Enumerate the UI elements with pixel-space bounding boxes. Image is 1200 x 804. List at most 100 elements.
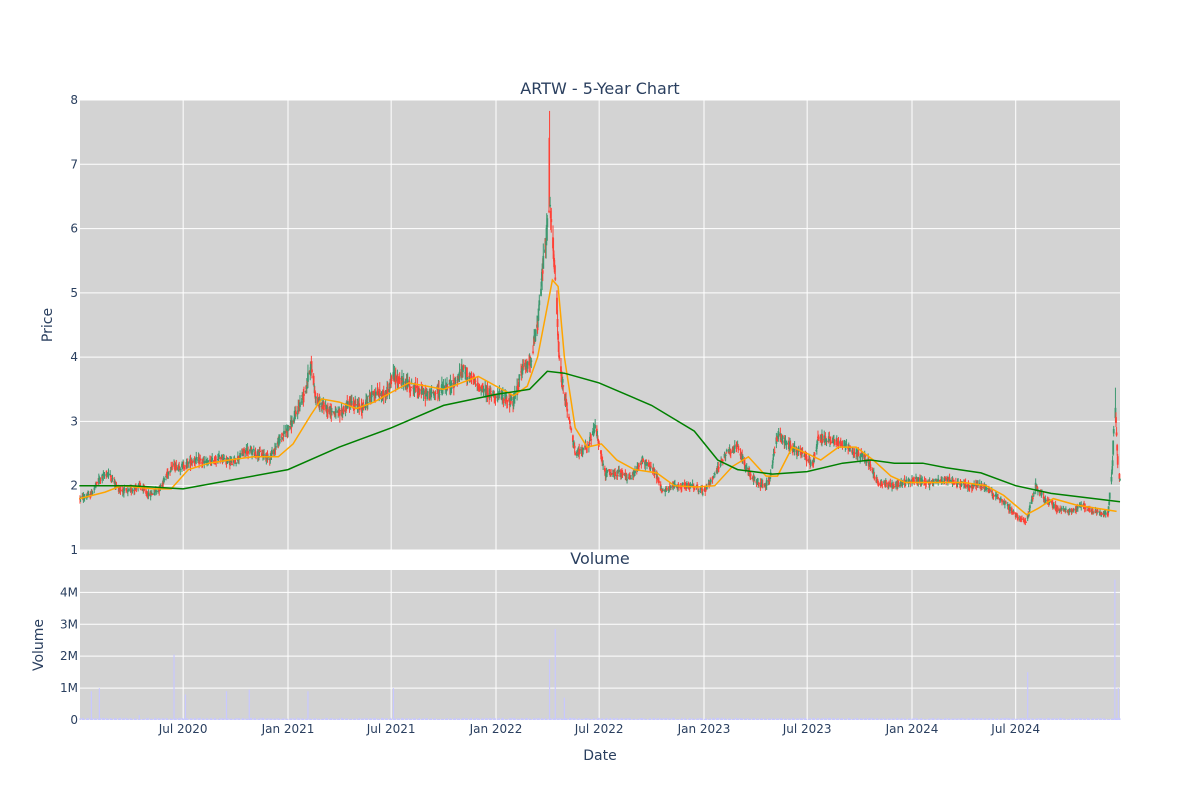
candle-body: [572, 435, 574, 442]
candle-body: [504, 398, 507, 402]
volume-bar: [1068, 718, 1070, 720]
volume-bar: [497, 718, 499, 720]
candle-body: [825, 440, 828, 442]
volume-bar: [917, 719, 919, 720]
volume-bar: [722, 718, 724, 720]
volume-bar: [1104, 719, 1106, 720]
candle-body: [912, 480, 915, 483]
candle-body: [844, 444, 847, 446]
candle-body: [845, 444, 848, 446]
volume-bar: [827, 717, 829, 720]
volume-bar: [227, 718, 229, 720]
volume-bar: [113, 718, 115, 720]
candle-body: [83, 497, 86, 499]
candle-body: [94, 486, 97, 488]
volume-bar: [411, 718, 413, 720]
volume-bar: [349, 719, 351, 720]
candle-body: [1011, 512, 1014, 514]
volume-bar: [628, 718, 630, 720]
volume-bar: [773, 718, 775, 720]
volume-bar: [424, 718, 426, 720]
volume-bar: [372, 718, 374, 720]
candle-body: [1112, 440, 1115, 455]
volume-bar: [987, 718, 989, 720]
volume-bar: [82, 718, 84, 720]
volume-bar: [163, 718, 165, 720]
volume-bar: [525, 718, 527, 720]
volume-bar: [943, 718, 945, 720]
candle-body: [235, 462, 238, 464]
candle-body: [167, 472, 170, 475]
candle-body: [780, 439, 783, 442]
volume-bar: [147, 717, 149, 720]
volume-bar: [804, 717, 806, 720]
candle-body: [673, 482, 676, 486]
candle-body: [294, 413, 297, 416]
volume-bar: [861, 718, 863, 720]
volume-bar: [897, 719, 899, 720]
volume-bar: [681, 717, 683, 720]
volume-bar: [395, 718, 397, 720]
candle-body: [178, 467, 181, 470]
candle-body: [674, 484, 676, 486]
volume-bar: [533, 719, 535, 720]
volume-bar: [122, 719, 124, 720]
candle-body: [1104, 512, 1107, 515]
volume-bar: [554, 629, 556, 720]
volume-chart-title: Volume: [570, 549, 630, 568]
volume-bar: [867, 718, 869, 720]
volume-bar: [423, 718, 425, 720]
volume-bar: [1048, 718, 1050, 720]
volume-bar: [397, 718, 399, 720]
candle-body: [825, 438, 827, 442]
candle-body: [723, 453, 726, 458]
volume-bar: [135, 718, 137, 720]
volume-bar: [1031, 719, 1033, 720]
candle-body: [239, 453, 242, 459]
volume-bar: [376, 718, 378, 720]
candle-body: [881, 483, 884, 486]
candle-body: [636, 466, 639, 469]
candle-body: [95, 482, 97, 486]
volume-bar: [325, 717, 327, 720]
volume-bar: [1080, 718, 1082, 720]
candle-body: [917, 477, 920, 483]
volume-bar: [608, 718, 610, 720]
candle-body: [1054, 504, 1057, 511]
candle-body: [656, 476, 659, 478]
candle-body: [201, 462, 203, 464]
volume-bar: [434, 717, 436, 720]
volume-bar: [568, 718, 570, 720]
volume-bar: [323, 718, 325, 720]
volume-bar: [505, 719, 507, 720]
candle-body: [809, 461, 812, 465]
candle-body: [474, 378, 476, 380]
candle-body: [297, 406, 300, 413]
price-y-tick-label: 1: [70, 543, 78, 557]
candle-body: [456, 378, 459, 381]
volume-bar: [502, 718, 504, 720]
volume-bar: [322, 718, 324, 720]
volume-bar: [261, 718, 263, 720]
volume-bar: [162, 718, 164, 720]
volume-bar: [1075, 717, 1077, 720]
volume-bar: [669, 719, 671, 720]
candle-body: [757, 482, 760, 484]
volume-bar: [215, 719, 217, 720]
volume-bar: [773, 718, 775, 720]
volume-bar: [191, 718, 193, 720]
volume-bar: [828, 717, 830, 720]
volume-bar: [389, 718, 391, 720]
volume-bar: [537, 718, 539, 720]
volume-bar: [593, 719, 595, 720]
candle-body: [209, 459, 211, 461]
volume-bar: [362, 718, 364, 720]
candle-body: [470, 376, 473, 378]
candle-body: [708, 484, 711, 486]
volume-bar: [361, 718, 363, 720]
volume-y-tick-label: 2M: [60, 649, 78, 663]
volume-bar: [239, 719, 241, 720]
volume-bar: [1043, 718, 1045, 720]
volume-bar: [590, 719, 592, 720]
volume-bar: [865, 719, 867, 720]
